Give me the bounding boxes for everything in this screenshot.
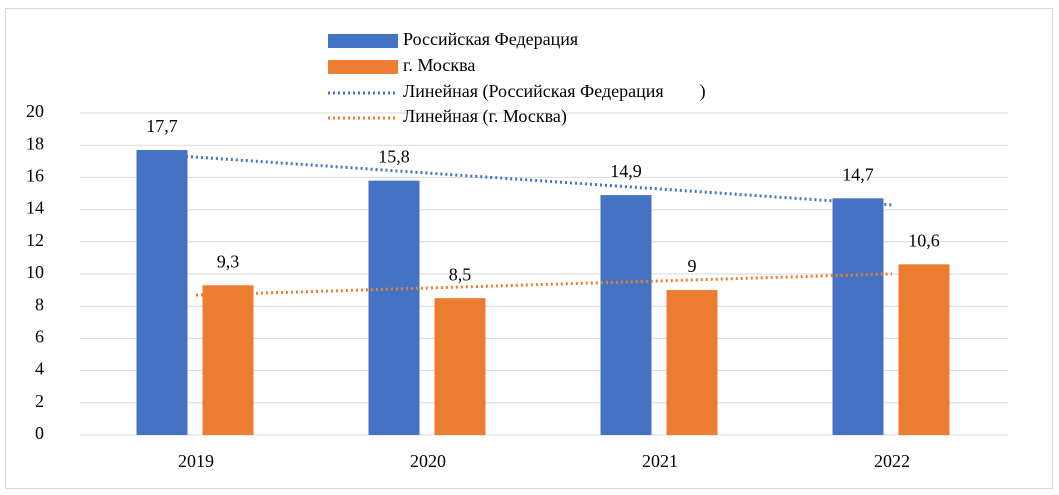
x-tick-label: 2019 [178, 451, 214, 471]
bar [202, 285, 254, 435]
trendline [195, 272, 893, 297]
x-tick-label: 2021 [642, 451, 678, 471]
bar [898, 264, 950, 435]
y-tick-label: 10 [26, 262, 44, 282]
legend-swatch [328, 34, 398, 48]
legend-label: г. Москва [403, 55, 475, 75]
trendline [165, 153, 893, 207]
y-tick-label: 8 [35, 294, 44, 314]
bar [136, 150, 188, 435]
x-tick-label: 2020 [410, 451, 446, 471]
y-tick-label: 4 [35, 359, 44, 379]
bar [666, 290, 718, 435]
y-tick-label: 0 [35, 423, 44, 443]
y-tick-label: 14 [26, 198, 44, 218]
data-label: 9,3 [217, 251, 240, 271]
legend-label: Линейная (г. Москва) [403, 106, 567, 127]
legend-label: Линейная (Российская Федерация ) [403, 81, 706, 102]
y-tick-label: 2 [35, 391, 44, 411]
data-label: 14,7 [842, 164, 874, 184]
bar [832, 198, 884, 435]
bar [600, 195, 652, 435]
y-tick-label: 16 [26, 166, 44, 186]
bar [434, 298, 486, 435]
data-label: 15,8 [378, 147, 410, 167]
legend-swatch [328, 60, 398, 74]
data-label: 14,9 [610, 161, 642, 181]
y-tick-label: 12 [26, 230, 44, 250]
data-label: 10,6 [908, 230, 940, 250]
x-tick-label: 2022 [874, 451, 910, 471]
data-label: 17,7 [146, 116, 178, 136]
y-tick-label: 6 [35, 327, 44, 347]
legend-label: Российская Федерация [403, 29, 578, 49]
y-tick-label: 18 [26, 133, 44, 153]
bar [368, 180, 420, 435]
y-tick-label: 20 [26, 101, 44, 121]
data-label: 9 [688, 256, 697, 276]
data-label: 8,5 [449, 264, 472, 284]
